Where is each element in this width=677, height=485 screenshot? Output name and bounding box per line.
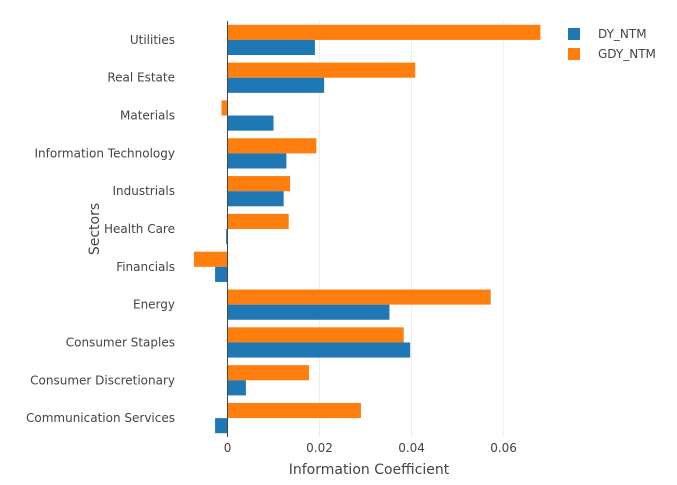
x-tick-label: 0.04 xyxy=(398,441,425,455)
bar-gdy-ntm[interactable] xyxy=(227,327,404,343)
bar-gdy-ntm[interactable] xyxy=(227,402,361,419)
bar-gdy-ntm[interactable] xyxy=(221,100,228,116)
y-category-label: Health Care xyxy=(104,222,175,236)
bar-gdy-ntm[interactable] xyxy=(227,62,416,78)
bar-dy-ntm[interactable] xyxy=(227,191,284,207)
legend-label-gdy-ntm: GDY_NTM xyxy=(598,47,656,61)
legend-label-dy-ntm: DY_NTM xyxy=(598,27,647,41)
legend: DY_NTM GDY_NTM xyxy=(568,24,656,64)
y-category-label: Energy xyxy=(133,298,175,312)
y-category-label: Information Technology xyxy=(35,146,176,160)
bar-dy-ntm[interactable] xyxy=(226,229,228,245)
y-category-labels: Utilities Real Estate Materials Information… xyxy=(26,33,175,425)
legend-swatch-gdy-ntm xyxy=(568,48,580,60)
x-axis-title: Information Coefficient xyxy=(289,462,450,478)
bar-gdy-ntm[interactable] xyxy=(227,176,291,192)
y-category-label: Industrials xyxy=(112,184,175,198)
x-tick-label: 0.02 xyxy=(306,441,333,455)
bar-dy-ntm[interactable] xyxy=(227,77,325,93)
bars xyxy=(193,24,541,434)
y-category-label: Materials xyxy=(120,109,175,123)
x-tick-label: 0.06 xyxy=(490,441,517,455)
gridlines xyxy=(319,21,505,437)
y-category-label: Communication Services xyxy=(26,411,175,425)
bar-gdy-ntm[interactable] xyxy=(227,138,317,154)
legend-swatch-dy-ntm xyxy=(568,28,580,40)
bar-gdy-ntm[interactable] xyxy=(227,365,309,381)
bar-dy-ntm[interactable] xyxy=(227,39,315,56)
bar-dy-ntm[interactable] xyxy=(227,115,274,131)
bar-dy-ntm[interactable] xyxy=(227,153,287,169)
y-axis-title: Sectors xyxy=(87,203,103,255)
legend-item-gdy-ntm[interactable]: GDY_NTM xyxy=(568,44,656,64)
bar-gdy-ntm[interactable] xyxy=(227,289,491,305)
y-category-label: Real Estate xyxy=(107,71,175,85)
y-category-label: Consumer Discretionary xyxy=(30,373,175,387)
bar-dy-ntm[interactable] xyxy=(227,342,411,358)
bar-gdy-ntm[interactable] xyxy=(193,251,228,267)
y-category-label: Consumer Staples xyxy=(66,335,175,349)
x-tick-labels: 0 0.02 0.04 0.06 xyxy=(224,441,517,455)
x-tick-label: 0 xyxy=(224,441,232,455)
legend-item-dy-ntm[interactable]: DY_NTM xyxy=(568,24,656,44)
bar-dy-ntm[interactable] xyxy=(215,266,228,282)
y-category-label: Financials xyxy=(116,260,175,274)
bar-gdy-ntm[interactable] xyxy=(227,24,541,40)
bar-gdy-ntm[interactable] xyxy=(227,213,289,229)
y-category-label: Utilities xyxy=(130,33,175,47)
bar-dy-ntm[interactable] xyxy=(227,304,390,320)
bar-dy-ntm[interactable] xyxy=(227,380,246,396)
bar-dy-ntm[interactable] xyxy=(215,418,228,434)
